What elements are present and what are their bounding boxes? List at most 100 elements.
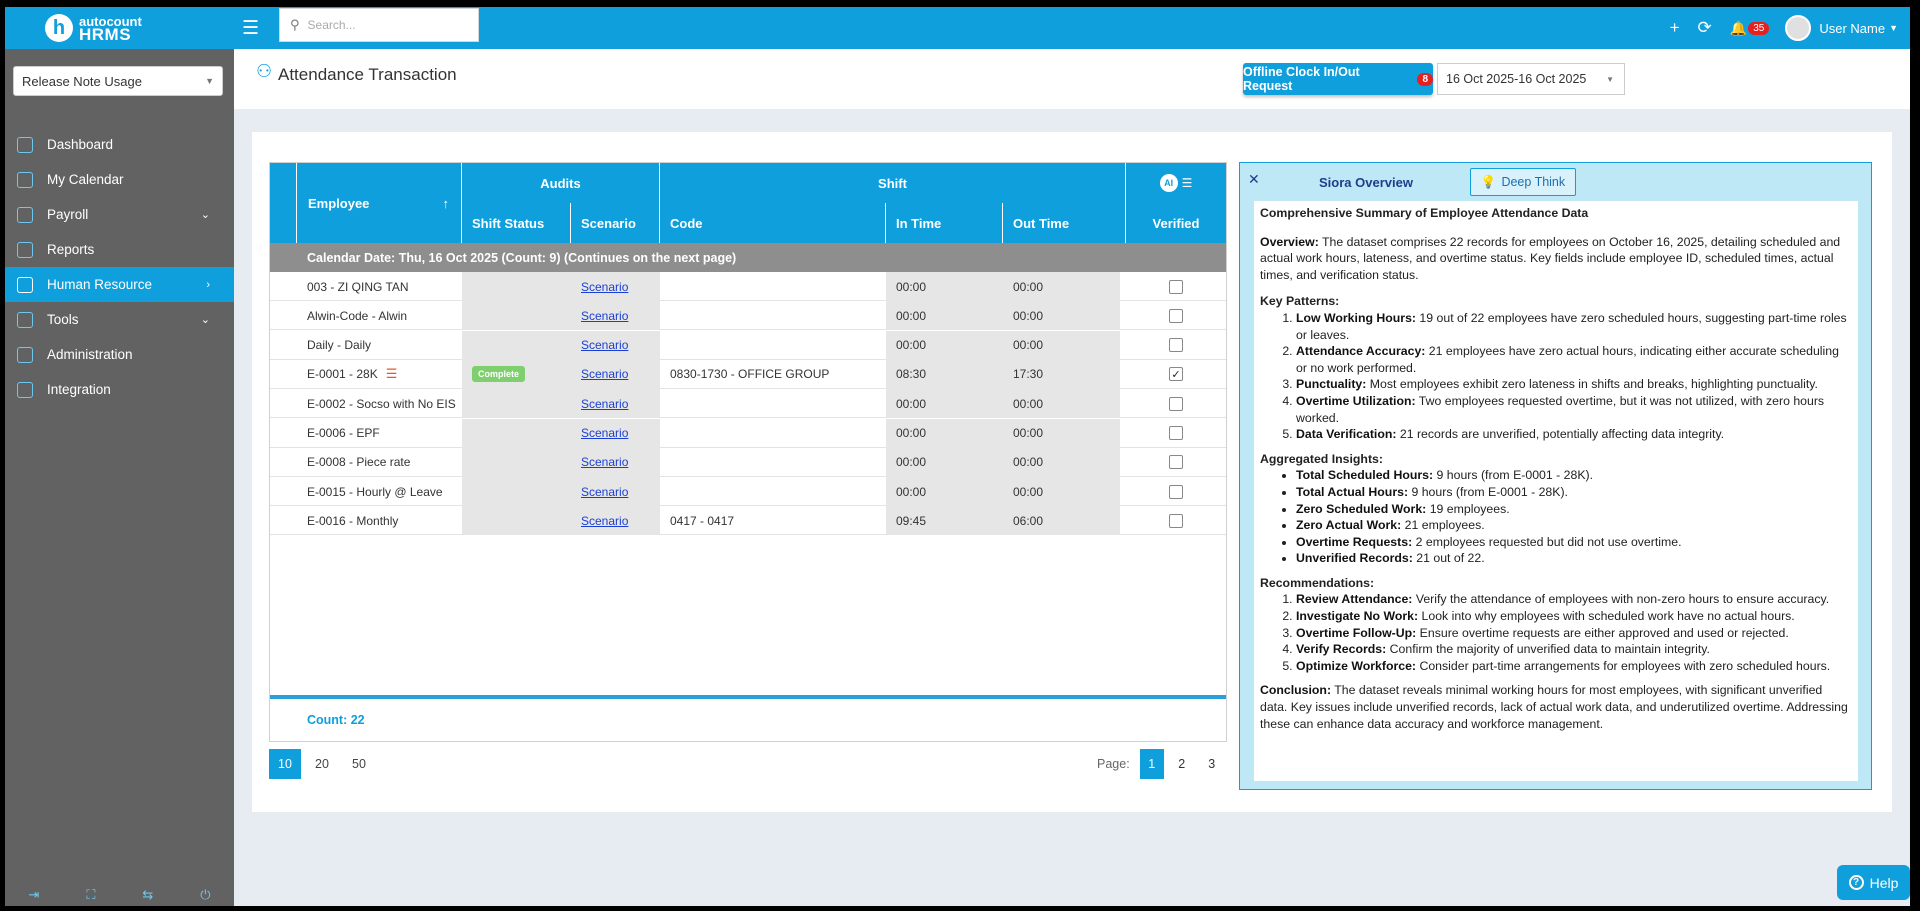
sidebar-item-reports[interactable]: Reports	[5, 232, 234, 267]
help-button[interactable]: ? Help	[1837, 865, 1910, 900]
search-input[interactable]: ⚲ Search...	[279, 8, 479, 42]
page-1-button[interactable]: 1	[1139, 749, 1164, 779]
table-row[interactable]: E-0001 - 28K ☰ Complete Scenario 0830-173…	[270, 359, 1226, 389]
verified-checkbox[interactable]: ✓	[1169, 367, 1183, 382]
employee-name: E-0006 - EPF	[307, 426, 380, 440]
column-header-shift-status[interactable]: Shift Status	[462, 203, 571, 243]
column-header-code[interactable]: Code	[660, 203, 886, 243]
scenario-link[interactable]: Scenario	[581, 279, 629, 294]
sidebar-item-my-calendar[interactable]: My Calendar	[5, 162, 234, 197]
item-label: Data Verification:	[1296, 427, 1397, 442]
verified-checkbox[interactable]	[1169, 484, 1183, 499]
release-note-select[interactable]: Release Note Usage ▼	[13, 66, 223, 96]
column-header-verified[interactable]: Verified	[1126, 203, 1226, 243]
menu-toggle-icon[interactable]: ☰	[242, 18, 260, 39]
table-row[interactable]: E-0006 - EPF Scenario 00:00 00:00	[270, 418, 1226, 448]
expand-icon[interactable]: ›	[206, 278, 210, 291]
logout-icon[interactable]: ⇥	[28, 887, 40, 902]
employee-cell[interactable]: E-0008 - Piece rate	[307, 448, 462, 477]
scenario-link[interactable]: Scenario	[581, 426, 629, 440]
user-menu-caret-icon[interactable]: ▼	[1889, 23, 1898, 33]
record-count: Count: 22	[307, 713, 365, 727]
employee-cell[interactable]: Alwin-Code - Alwin	[307, 301, 462, 330]
page-2-button[interactable]: 2	[1178, 757, 1186, 771]
date-range-select[interactable]: 16 Oct 2025-16 Oct 2025 ▼	[1437, 63, 1625, 95]
question-icon: ?	[1848, 875, 1864, 890]
table-row[interactable]: E-0002 - Socso with No EIS Scenario 00:0…	[270, 389, 1226, 419]
column-header-out-time[interactable]: Out Time	[1003, 203, 1126, 243]
employee-cell[interactable]: E-0001 - 28K ☰	[307, 360, 462, 389]
verified-checkbox[interactable]	[1169, 338, 1183, 353]
scenario-link[interactable]: Scenario	[581, 338, 629, 353]
sidebar-item-administration[interactable]: Administration	[5, 337, 234, 372]
table-row[interactable]: Daily - Daily Scenario 00:00 00:00	[270, 330, 1226, 360]
offline-clock-request-button[interactable]: Offline Clock In/Out Request 8	[1243, 63, 1433, 95]
verified-checkbox[interactable]	[1169, 426, 1183, 440]
avatar[interactable]	[1785, 15, 1812, 41]
sidebar-item-label: Administration	[47, 347, 133, 362]
column-header-scenario[interactable]: Scenario	[571, 203, 660, 243]
employee-cell[interactable]: 003 - ZI QING TAN	[307, 272, 462, 301]
verified-checkbox[interactable]	[1169, 455, 1183, 470]
employee-name: E-0002 - Socso with No EIS	[307, 396, 456, 411]
table-row[interactable]: Alwin-Code - Alwin Scenario 00:00 00:00	[270, 301, 1226, 331]
employee-cell[interactable]: E-0016 - Monthly	[307, 506, 462, 535]
employee-cell[interactable]: E-0015 - Hourly @ Leave	[307, 477, 462, 506]
power-icon[interactable]: ⏻	[200, 887, 211, 902]
verified-checkbox[interactable]	[1169, 308, 1183, 323]
content-card: Employee ↑ Audits Shift AI ☰ Shift Statu…	[252, 132, 1892, 812]
deep-think-button[interactable]: 💡 Deep Think	[1470, 168, 1576, 196]
page-size-50[interactable]: 50	[352, 757, 366, 771]
ai-summary-toggle[interactable]: AI ☰	[1126, 163, 1226, 203]
switch-language-icon[interactable]: ⇆	[142, 887, 154, 902]
sidebar: h autocount HRMS Release Note Usage ▼ Da…	[5, 7, 234, 906]
employee-name: Alwin-Code - Alwin	[307, 308, 408, 323]
page-3-button[interactable]: 3	[1208, 757, 1216, 771]
list-item: Punctuality: Most employees exhibit zero…	[1296, 376, 1852, 393]
page-label: Page:	[1097, 757, 1130, 771]
table-row[interactable]: E-0008 - Piece rate Scenario 00:00 00:00	[270, 447, 1226, 477]
key-patterns-title: Key Patterns:	[1260, 294, 1340, 309]
table-row[interactable]: E-0016 - Monthly Scenario 0417 - 0417 09…	[270, 506, 1226, 536]
notifications-button[interactable]: 🔔 35	[1730, 20, 1770, 37]
table-row[interactable]: 003 - ZI QING TAN Scenario 00:00 00:00	[270, 272, 1226, 301]
scenario-link[interactable]: Scenario	[581, 367, 629, 382]
logo[interactable]: h autocount HRMS	[5, 7, 234, 49]
row-menu-icon[interactable]: ☰	[385, 366, 398, 382]
sidebar-item-payroll[interactable]: Payroll ⌄	[5, 197, 234, 232]
employee-cell[interactable]: E-0006 - EPF	[307, 419, 462, 448]
page-size-20[interactable]: 20	[315, 757, 329, 771]
column-header-employee[interactable]: Employee ↑	[297, 163, 462, 243]
out-time-cell: 00:00	[1003, 272, 1120, 301]
close-icon[interactable]: ✕	[1248, 171, 1260, 187]
fullscreen-icon[interactable]: ⛶	[86, 887, 96, 902]
sidebar-item-human-resource[interactable]: Human Resource ›	[5, 267, 234, 302]
scenario-link[interactable]: Scenario	[581, 308, 629, 323]
in-time-cell: 00:00	[886, 301, 1003, 331]
item-label: Total Actual Hours:	[1296, 484, 1409, 499]
add-icon[interactable]: +	[1669, 18, 1680, 37]
table-row[interactable]: E-0015 - Hourly @ Leave Scenario 00:00 0…	[270, 477, 1226, 507]
user-name[interactable]: User Name	[1819, 20, 1886, 36]
verified-checkbox[interactable]	[1169, 396, 1183, 411]
expand-icon[interactable]: ⌄	[200, 209, 210, 221]
scenario-link[interactable]: Scenario	[581, 513, 629, 528]
sidebar-item-dashboard[interactable]: Dashboard	[5, 127, 234, 162]
sidebar-item-tools[interactable]: Tools ⌄	[5, 302, 234, 337]
employee-cell[interactable]: Daily - Daily	[307, 331, 462, 360]
employee-cell[interactable]: E-0002 - Socso with No EIS	[307, 389, 462, 418]
column-group-shift: Shift	[660, 163, 1126, 203]
item-text: Consider part-time arrangements for empl…	[1416, 658, 1831, 673]
column-header-in-time[interactable]: In Time	[886, 203, 1003, 243]
expand-icon[interactable]: ⌄	[200, 314, 210, 326]
deep-think-label: Deep Think	[1501, 175, 1566, 189]
scenario-link[interactable]: Scenario	[581, 484, 629, 499]
verified-checkbox[interactable]	[1169, 513, 1183, 528]
sidebar-item-integration[interactable]: Integration	[5, 372, 234, 407]
page-size-10[interactable]: 10	[269, 749, 301, 779]
scenario-link[interactable]: Scenario	[581, 396, 629, 411]
refresh-icon[interactable]: ⟳	[1697, 18, 1712, 37]
verified-checkbox[interactable]	[1169, 279, 1183, 294]
sort-arrow-icon[interactable]: ↑	[442, 195, 450, 211]
scenario-link[interactable]: Scenario	[581, 455, 629, 470]
